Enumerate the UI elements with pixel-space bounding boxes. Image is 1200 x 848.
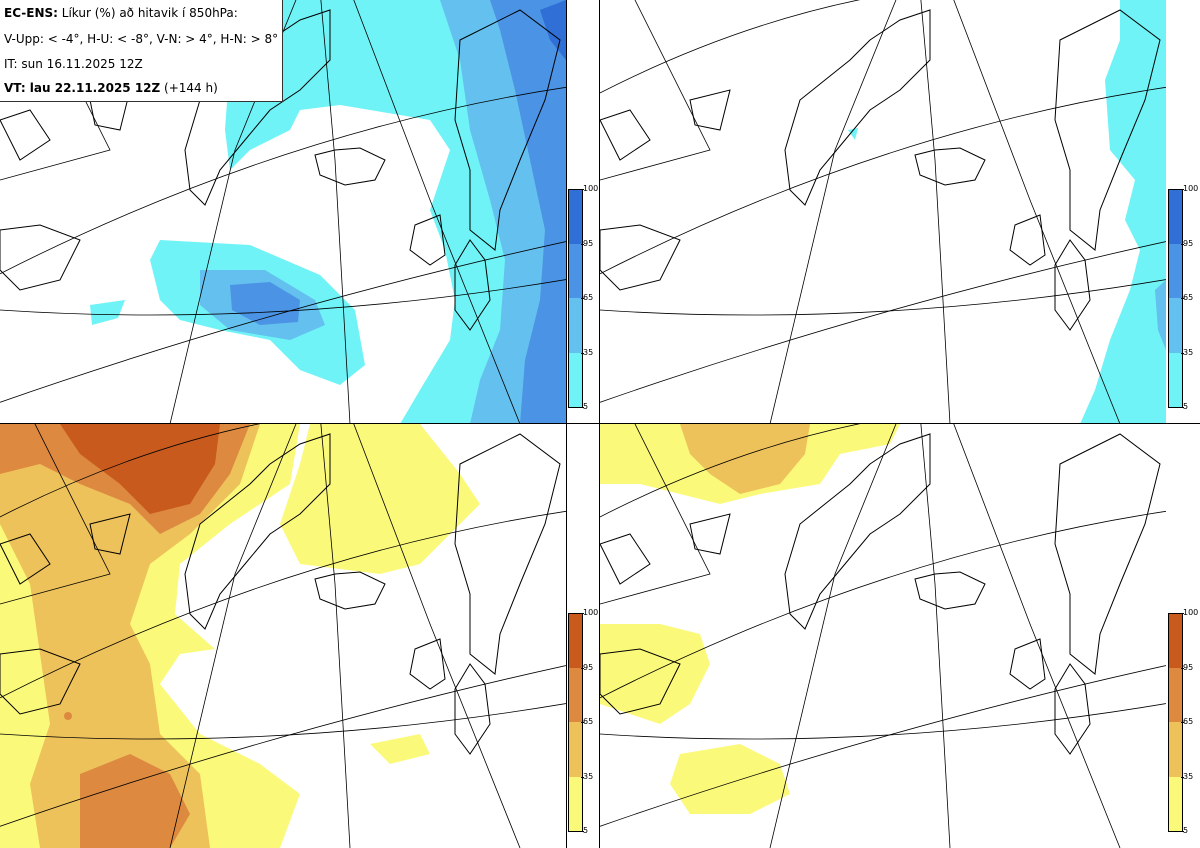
info-box: EC-ENS: Líkur (%) að hitavik í 850hPa: V… <box>0 0 283 102</box>
map-panel-bottom-right <box>600 424 1166 848</box>
colorbar-tick-label: 65 <box>1183 717 1194 726</box>
probability-shading <box>0 424 480 848</box>
coastlines <box>0 433 561 755</box>
graticule <box>600 424 1166 848</box>
map-cold-8 <box>600 0 1166 424</box>
map-panel-top-right <box>600 0 1166 424</box>
colorbar-tick-label: 95 <box>583 238 594 248</box>
colorbar-segment <box>568 613 583 669</box>
colorbar-tick-mark <box>1181 407 1184 408</box>
map-cold-4 <box>0 0 566 424</box>
colorbar-segment <box>568 189 583 245</box>
colorbar-segment <box>568 298 583 353</box>
colorbar-tick-mark <box>581 407 584 408</box>
coastlines <box>600 9 1161 331</box>
colorbar-tick-mark <box>1181 189 1184 190</box>
map-warm-4 <box>0 424 566 848</box>
model-name: EC-ENS: <box>4 6 58 20</box>
colorbar-segment <box>1168 613 1183 669</box>
colorbar-segment <box>1168 298 1183 353</box>
init-time: IT: sun 16.11.2025 12Z <box>4 57 143 71</box>
colorbar-tick-mark <box>581 352 584 354</box>
colorbar-tick-mark <box>1181 243 1184 245</box>
colorbar-tick-mark <box>1181 298 1184 299</box>
map-panel-top-left: EC-ENS: Líkur (%) að hitavik í 850hPa: V… <box>0 0 566 424</box>
colorbar-tick-mark <box>1181 667 1184 669</box>
colorbar-tick-mark <box>1181 722 1184 723</box>
colorbar-segment <box>568 667 583 722</box>
colorbar-segment <box>568 722 583 777</box>
colorbar-tick-mark <box>581 298 584 299</box>
colorbar-segment <box>568 352 583 408</box>
colorbar-cold-right: 100 95 65 35 5 <box>1168 184 1200 412</box>
colorbar-tick-label: 95 <box>1183 238 1194 248</box>
graticule <box>600 0 1166 424</box>
map-panel-bottom-left <box>0 424 566 848</box>
colorbar-segment <box>568 776 583 832</box>
colorbar-tick-label: 100 <box>583 184 599 193</box>
forecast-hours: (+144 h) <box>164 81 218 95</box>
description: Líkur (%) að hitavik í 850hPa: <box>61 6 238 20</box>
colorbar-tick-label: 65 <box>583 717 594 726</box>
colorbar-segment <box>1168 352 1183 408</box>
colorbar-tick-label: 100 <box>1183 184 1199 193</box>
colorbar-warm-right: 100 95 65 35 5 <box>1168 608 1200 836</box>
colorbar-segment <box>1168 243 1183 298</box>
colorbar-tick-label: 35 <box>1183 347 1194 357</box>
graticule <box>0 424 566 848</box>
thresholds-text: V-Upp: < -4°, H-U: < -8°, V-N: > 4°, H-N… <box>4 32 279 46</box>
colorbar-segment <box>568 243 583 298</box>
colorbar-tick-label: 65 <box>583 293 594 302</box>
colorbar-tick-mark <box>581 243 584 245</box>
colorbar-cold-left: 100 95 65 35 5 <box>568 184 604 412</box>
colorbar-tick-label: 95 <box>583 662 594 672</box>
probability-shading <box>848 0 1166 424</box>
colorbar-tick-label: 5 <box>1183 402 1189 411</box>
colorbar-tick-label: 95 <box>1183 662 1194 672</box>
colorbar-tick-mark <box>1181 352 1184 354</box>
vertical-divider-left <box>566 0 567 848</box>
horizontal-divider <box>0 423 1200 424</box>
colorbar-tick-mark <box>581 189 584 190</box>
colorbar-tick-label: 35 <box>1183 771 1194 781</box>
colorbar-tick-label: 100 <box>583 608 599 617</box>
colorbar-tick-mark <box>1181 776 1184 778</box>
vertical-divider-right <box>599 0 600 848</box>
colorbar-warm-left: 100 95 65 35 5 <box>568 608 604 836</box>
colorbar-tick-label: 35 <box>583 347 594 357</box>
colorbar-tick-mark <box>581 667 584 669</box>
colorbar-tick-label: 65 <box>1183 293 1194 302</box>
colorbar-tick-mark <box>581 722 584 723</box>
graticule <box>0 0 566 424</box>
colorbar-tick-mark <box>581 831 584 832</box>
colorbar-tick-label: 35 <box>583 771 594 781</box>
colorbar-tick-mark <box>581 613 584 614</box>
colorbar-tick-mark <box>1181 831 1184 832</box>
coastlines <box>600 433 1161 755</box>
colorbar-tick-label: 5 <box>583 402 589 411</box>
colorbar-tick-label: 5 <box>583 826 589 835</box>
colorbar-segment <box>1168 722 1183 777</box>
colorbar-tick-mark <box>581 776 584 778</box>
colorbar-tick-label: 5 <box>1183 826 1189 835</box>
colorbar-tick-mark <box>1181 613 1184 614</box>
map-warm-8 <box>600 424 1166 848</box>
valid-time: VT: lau 22.11.2025 12Z <box>4 81 161 95</box>
colorbar-tick-label: 100 <box>1183 608 1199 617</box>
colorbar-segment <box>1168 776 1183 832</box>
colorbar-segment <box>1168 189 1183 245</box>
colorbar-segment <box>1168 667 1183 722</box>
probability-shading <box>90 0 566 424</box>
probability-shading <box>600 424 900 814</box>
